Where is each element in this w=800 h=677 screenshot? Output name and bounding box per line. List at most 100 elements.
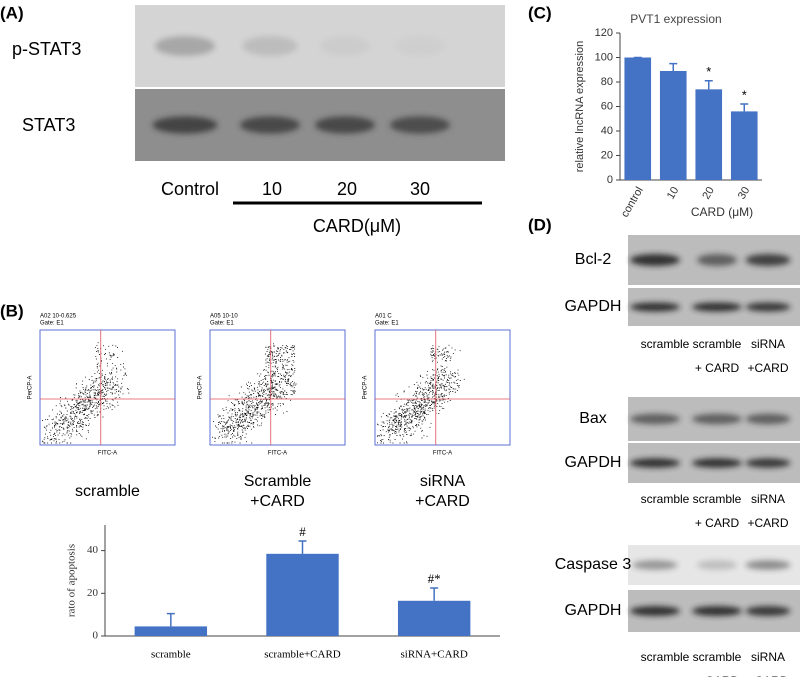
y-tick-label: 20 [87, 587, 99, 599]
plot-frame [374, 329, 511, 446]
panel-label: (B) [0, 301, 24, 320]
y-axis-label: relative lncRNA expression [574, 41, 586, 172]
lane-label: + CARD [695, 516, 740, 530]
plot-caption: +CARD [250, 493, 305, 510]
lane-label: scramble [693, 337, 742, 351]
axis-label: FITC-A [433, 451, 452, 457]
y-tick-label: 40 [601, 125, 613, 137]
band [745, 302, 791, 312]
band [315, 116, 375, 134]
x-tick-label: scramble [151, 649, 191, 661]
y-tick-label: 60 [601, 100, 613, 112]
bar [695, 89, 723, 180]
row-label: p-STAT3 [12, 39, 81, 59]
x-tick-label: 20 [700, 185, 717, 202]
error-bar [298, 540, 307, 554]
y-tick-label: 100 [595, 51, 613, 63]
plot-header: A02 10-0.625 [40, 314, 77, 320]
plot-gate: Gate: E1 [40, 321, 64, 327]
band [745, 605, 791, 617]
band [320, 36, 370, 56]
lane-label: scramble [693, 650, 742, 664]
lane-label: siRNA [751, 337, 785, 351]
lane-label: siRNA [751, 650, 785, 664]
annotation: * [742, 87, 747, 102]
axis-label: PerCP-A [198, 376, 204, 400]
x-tick-label: siRNA+CARD [401, 649, 468, 661]
band [745, 254, 791, 266]
panel-label: (D) [528, 215, 552, 234]
y-tick-label: 40 [87, 544, 99, 556]
band [692, 458, 742, 468]
dots [42, 342, 130, 444]
axis-label: FITC-A [98, 451, 117, 457]
lane-label: + CARD [695, 674, 740, 677]
row-label: Bax [579, 410, 607, 427]
row-label: Caspase 3 [555, 556, 632, 573]
axis-label: PerCP-A [28, 376, 34, 400]
chart: 0 20 40 rato of apoptosis scramble scramble+C… [66, 524, 500, 661]
bar [397, 600, 471, 636]
band [692, 413, 742, 425]
lane-label: 30 [410, 179, 430, 199]
lane-label: scramble [641, 337, 690, 351]
error-bar [430, 587, 439, 601]
x-tick-label: scramble+CARD [264, 649, 341, 661]
band [630, 605, 680, 617]
x-tick-label: 30 [736, 185, 753, 202]
dots [212, 343, 297, 444]
lane-label: +CARD [747, 516, 788, 530]
band [390, 116, 450, 134]
panel-label: (C) [528, 3, 552, 22]
bar [730, 111, 758, 180]
band [692, 605, 742, 617]
axis-label: FITC-A [268, 451, 287, 457]
band [745, 458, 791, 468]
error-bar [704, 80, 713, 90]
band [395, 36, 445, 56]
lane-label: + CARD [695, 361, 740, 375]
band [745, 413, 791, 425]
bar [266, 553, 339, 636]
plot-frame [209, 329, 346, 446]
lane-label: scramble [641, 650, 690, 664]
lane-label: Control [161, 179, 219, 199]
band [240, 116, 300, 134]
row-label: GAPDH [565, 454, 622, 471]
annotation: * [706, 64, 711, 79]
band [152, 116, 218, 134]
plot-caption: +CARD [415, 493, 470, 510]
row-label: STAT3 [22, 115, 75, 135]
y-tick-label: 120 [595, 27, 613, 39]
bar [659, 70, 687, 180]
lane-label: 10 [262, 179, 282, 199]
chart-title: PVT1 expression [630, 12, 721, 26]
lane-label: scramble [641, 492, 690, 506]
plot-header: A01 C [375, 314, 392, 320]
row-label: GAPDH [565, 298, 622, 315]
bar [624, 57, 652, 180]
band [697, 254, 737, 266]
y-axis-label: rato of apoptosis [66, 544, 78, 617]
band [630, 413, 680, 425]
annotation: # [299, 524, 306, 539]
annotation: #* [428, 571, 441, 586]
y-tick-label: 20 [601, 149, 613, 161]
plot-caption: siRNA [420, 473, 466, 490]
bar [134, 626, 208, 636]
y-tick-label: 0 [607, 174, 613, 186]
band [630, 254, 680, 266]
plot-header: A05 10-10 [210, 314, 238, 320]
error-bar [669, 62, 678, 71]
chart: 0 20 40 60 80 100 120 PVT1 expression relative l… [574, 12, 762, 220]
x-axis-label: CARD (μM) [691, 205, 753, 219]
lane-label: siRNA [751, 492, 785, 506]
plot-frame [39, 329, 176, 446]
plot-gate: Gate: E1 [210, 321, 234, 327]
band [632, 560, 678, 570]
band [697, 560, 737, 570]
panel-label: (A) [0, 3, 24, 22]
plot-caption: scramble [75, 483, 140, 500]
treatment-label: CARD(μM) [313, 216, 401, 236]
